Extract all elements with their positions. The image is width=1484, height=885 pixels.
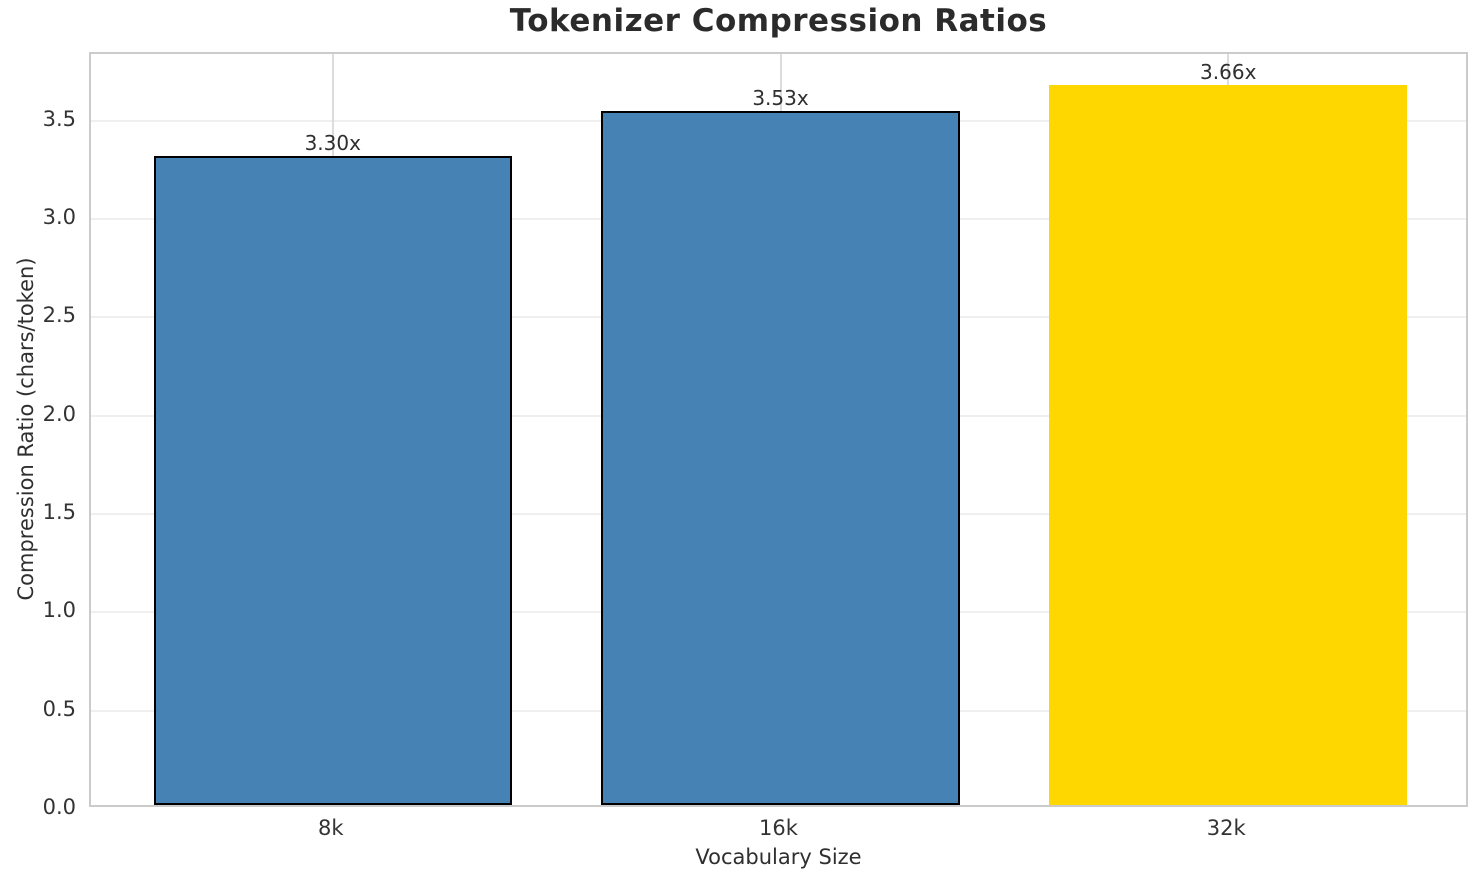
bar-value-label: 3.53x: [752, 85, 809, 110]
y-tick-label: 0.5: [42, 696, 76, 721]
plot-area: 3.30x 3.53x 3.66x: [89, 52, 1468, 807]
bar-value-label: 3.30x: [304, 131, 361, 156]
bar-16k: [601, 110, 960, 805]
y-tick-label: 3.5: [42, 106, 76, 131]
x-tick-label: 32k: [1206, 816, 1246, 840]
x-tick-label: 8k: [318, 816, 344, 840]
x-axis-label: Vocabulary Size: [695, 845, 862, 869]
y-tick-label: 0.0: [42, 795, 76, 819]
bar-32k: [1049, 85, 1408, 805]
x-tick-label: 16k: [759, 816, 798, 840]
chart-title: Tokenizer Compression Ratios: [509, 3, 1048, 39]
y-tick-label: 3.0: [42, 205, 76, 230]
bar-8k: [153, 156, 512, 805]
y-tick-label: 2.0: [42, 401, 76, 426]
y-tick-label: 1.5: [42, 500, 76, 525]
y-tick-label: 2.5: [42, 303, 76, 328]
y-axis-label: Compression Ratio (chars/token): [14, 257, 38, 601]
bar-value-label: 3.66x: [1200, 60, 1257, 85]
y-tick-label: 1.0: [42, 598, 76, 623]
